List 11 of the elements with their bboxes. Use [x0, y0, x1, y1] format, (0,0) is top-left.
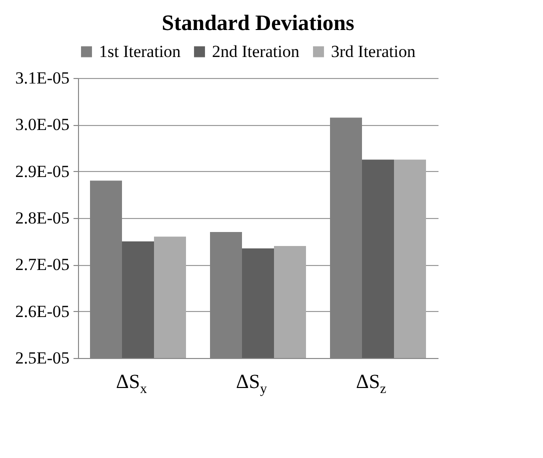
legend-label: 3rd Iteration	[331, 42, 416, 61]
y-tick-label: 2.8E-05	[15, 208, 70, 228]
y-tick-label: 2.6E-05	[15, 302, 70, 321]
y-tick-label: 2.9E-05	[15, 162, 70, 181]
chart-title: Standard Deviations	[162, 10, 355, 35]
y-tick-label: 3.0E-05	[15, 115, 70, 134]
y-tick-label: 3.1E-05	[15, 68, 70, 88]
y-tick-label: 2.7E-05	[15, 255, 70, 274]
legend-label: 2nd Iteration	[212, 42, 300, 61]
legend-label: 1st Iteration	[99, 42, 182, 61]
y-tick-label: 2.5E-05	[15, 348, 70, 368]
